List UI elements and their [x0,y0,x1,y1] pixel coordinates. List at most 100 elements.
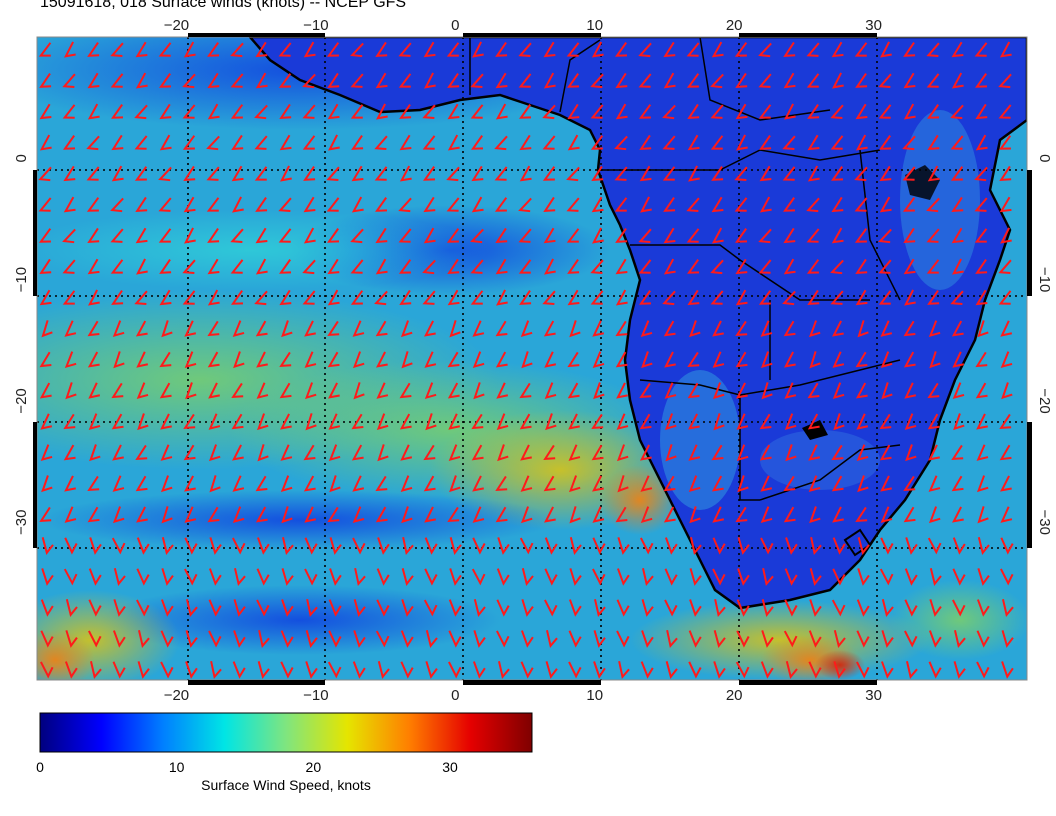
wind-barb [974,166,988,182]
wind-barb [232,661,246,679]
wind-barb [735,320,748,337]
wind-barb [255,227,268,244]
lon-label-top: 10 [586,17,603,34]
colorbar-tick-label: 10 [169,759,185,775]
wind-barb [592,351,605,368]
wind-barb [352,351,365,369]
wind-barb [638,104,652,119]
wind-barb [519,134,532,151]
wind-barb [977,506,989,524]
wind-barb [784,568,798,586]
wind-barb [879,165,892,182]
wind-barb [159,258,172,274]
wind-barb [448,661,462,679]
wind-barb [855,351,868,368]
wind-barb [927,165,940,182]
wind-barb [831,475,844,492]
wind-barb [1002,599,1014,617]
wind-barb [326,166,340,182]
wind-barb [63,165,76,182]
wind-barb [927,134,940,151]
wind-barb [446,42,460,57]
wind-barb [833,413,845,431]
wind-barb [328,382,340,399]
wind-barb [111,165,124,182]
wind-barb [952,537,966,555]
wind-barb [231,413,244,430]
wind-barb [735,103,748,120]
wind-barb [353,630,366,648]
wind-barb [496,382,509,399]
wind-barb [518,73,532,88]
wind-barb [784,413,797,431]
wind-barb [473,630,486,648]
wind-barb [423,475,436,492]
wind-barb [976,475,989,493]
wind-barb [110,73,124,88]
wind-barb [424,537,438,555]
wind-barb [783,506,796,523]
wind-barb [953,413,965,431]
wind-barb [376,599,390,617]
wind-barb [759,165,772,182]
wind-barb [254,290,268,306]
wind-barb [256,599,270,617]
wind-barb [255,506,268,523]
wind-barb [1001,382,1013,400]
wind-barb [663,72,676,89]
wind-barb [375,258,388,275]
wind-barb [38,228,52,243]
wind-barb [615,42,628,57]
wind-barb [423,196,436,213]
wind-barb [640,506,653,524]
wind-barb [663,475,676,492]
wind-barb [760,537,774,555]
wind-barb [567,382,580,399]
wind-barb [854,228,868,243]
wind-barb [112,630,126,648]
wind-barb [353,382,365,400]
wind-barb [62,104,76,119]
wind-barb [903,41,916,57]
wind-barb [686,42,700,57]
wind-barb [734,197,748,212]
wind-barb [905,537,918,555]
wind-barb [929,599,942,617]
wind-barb [615,320,628,337]
wind-barb [880,475,892,492]
wind-barb [136,537,150,555]
wind-barb [926,259,940,274]
wind-barb [758,290,772,305]
wind-barb [207,72,220,89]
wind-barb [808,444,821,461]
lat-label-left: 0 [13,154,30,162]
wind-barb [136,351,149,368]
wind-barb [352,506,365,523]
lat-label-right: −20 [1036,388,1053,413]
wind-barb [546,630,558,648]
wind-barb [687,382,700,399]
wind-barb [232,537,246,555]
lon-label-bottom: 20 [726,687,743,704]
wind-barb [854,197,868,212]
wind-barb [832,382,845,400]
wind-barb [686,197,700,213]
wind-barb [975,73,988,88]
wind-barb [399,382,412,399]
wind-barb [640,661,654,679]
wind-barb [614,135,628,151]
wind-barb [880,320,893,337]
wind-barb [327,228,340,243]
wind-barb [111,289,124,305]
lat-label-left: −10 [13,267,30,292]
wind-barb [230,42,244,58]
wind-barb [736,134,748,151]
wind-barb [639,413,652,430]
wind-barb [760,351,773,369]
lat-labels-right: 0 −10 −20 −30 [1036,154,1053,535]
wind-barb [904,382,917,399]
wind-barb [185,382,197,400]
wind-barb [64,320,77,337]
wind-barb [233,599,246,617]
wind-barb [642,568,654,586]
